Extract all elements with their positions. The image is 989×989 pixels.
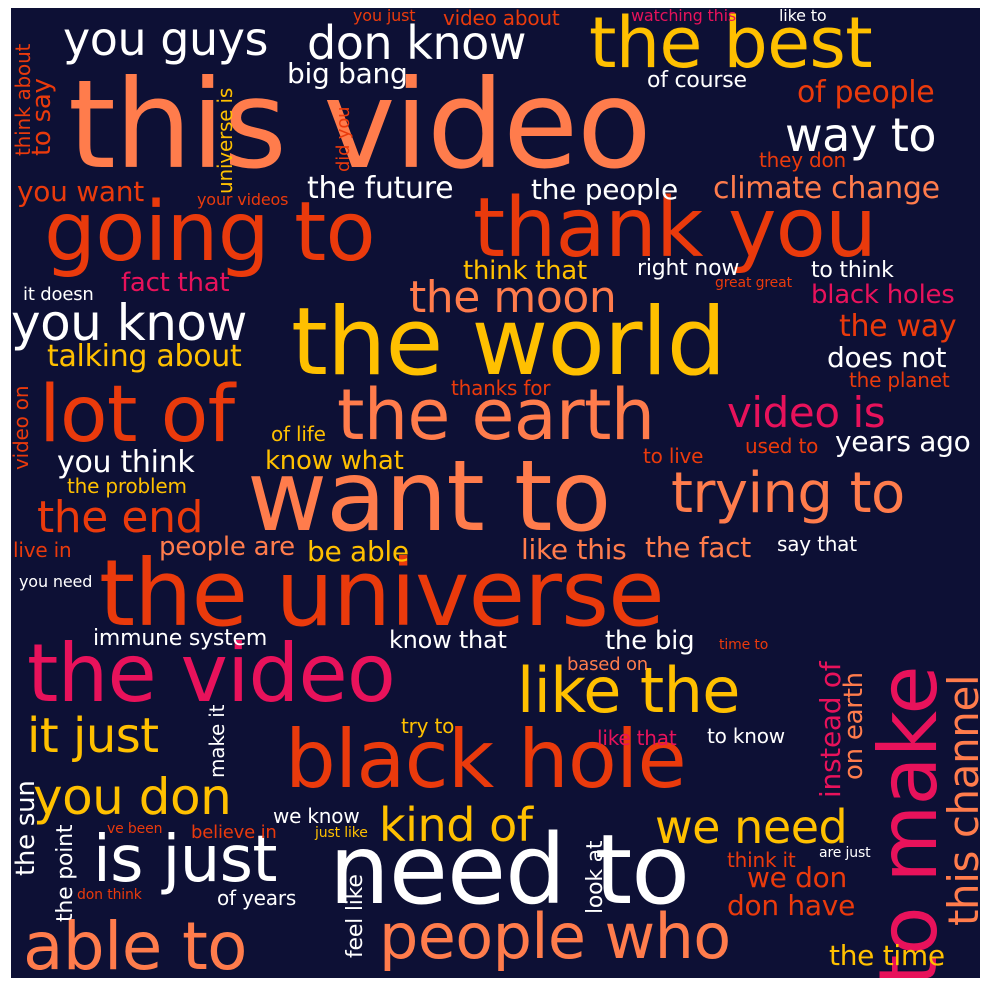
word-it-doesn: it doesn <box>23 284 94 305</box>
word-you-know: you know <box>11 294 247 352</box>
word-the-problem: the problem <box>67 474 187 498</box>
word-the-big: the big <box>605 626 695 656</box>
word-like-the: like the <box>517 654 740 727</box>
word-way-to: way to <box>785 108 937 162</box>
word-video-about: video about <box>443 8 560 30</box>
word-you-don: you don <box>33 768 232 826</box>
word-the-best: the best <box>589 8 873 84</box>
word-of-course: of course <box>647 68 747 93</box>
word-immune-system: immune system <box>93 626 268 651</box>
word-like-this: like this <box>521 533 627 566</box>
word-of-people: of people <box>797 75 935 110</box>
word-video-on: video on <box>11 385 33 470</box>
word-climate-change: climate change <box>713 171 940 206</box>
word-big-bang: big bang <box>287 57 408 90</box>
word-right-now: right now <box>637 256 740 281</box>
word-make-it: make it <box>205 704 229 778</box>
word-is-just: is just <box>93 823 277 897</box>
word-like-to: like to <box>779 8 827 25</box>
word-the-sun: the sun <box>11 780 41 876</box>
word-going-to: going to <box>44 185 376 280</box>
word-you-need: you need <box>19 572 93 591</box>
word-the-point: the point <box>53 824 78 922</box>
word-did-you: did you <box>333 106 354 172</box>
word-you-guys: you guys <box>63 12 269 66</box>
word-to-live: to live <box>643 444 704 468</box>
word-time-to: time to <box>719 637 769 653</box>
word-you-just: you just <box>353 8 416 25</box>
word-live-in: live in <box>13 538 72 562</box>
word-talking-about: talking about <box>47 339 242 374</box>
word-of-years: of years <box>217 886 297 910</box>
word-based-on: based on <box>567 654 649 675</box>
word-thanks-for: thanks for <box>451 376 551 400</box>
word-this-channel: this channel <box>939 674 980 926</box>
word-be-able: be able <box>307 535 409 568</box>
word-people-who: people who <box>379 900 731 973</box>
word-we-need: we need <box>655 800 848 854</box>
word-just-like: just like <box>315 825 368 841</box>
word-years-ago: years ago <box>835 425 971 458</box>
word-the-end: the end <box>37 492 204 543</box>
word-able-to: able to <box>23 908 248 979</box>
word-fact-that: fact that <box>121 268 230 298</box>
word-need-to: need to <box>329 814 690 926</box>
word-the-earth: the earth <box>337 374 655 456</box>
word-thank-you: thank you <box>473 181 877 276</box>
word-kind-of: kind of <box>379 798 533 852</box>
word-don-know: don know <box>307 16 526 70</box>
word-know-that: know that <box>389 626 507 654</box>
word-believe-in: believe in <box>191 822 277 843</box>
word-like-that: like that <box>597 726 677 750</box>
word-of-life: of life <box>271 422 326 446</box>
word-don-have: don have <box>727 889 856 922</box>
word-to-know: to know <box>707 724 785 748</box>
word-the-fact: the fact <box>645 531 752 564</box>
word-universe-is: universe is <box>213 87 237 194</box>
word-are-just: are just <box>819 845 871 861</box>
word-on-earth: on earth <box>839 672 869 780</box>
word-look-at: look at <box>583 840 608 914</box>
word-to-think: to think <box>811 258 894 283</box>
word-the-way: the way <box>839 309 957 344</box>
word-black-holes: black holes <box>811 280 955 310</box>
word-used-to: used to <box>745 434 819 458</box>
word-black-hole: black hole <box>285 713 687 806</box>
word-we-don: we don <box>747 861 847 894</box>
word-your-videos: your videos <box>197 190 289 209</box>
word-the-moon: the moon <box>409 272 617 323</box>
word-want-to: want to <box>247 440 611 554</box>
word-lot-of: lot of <box>39 370 235 460</box>
word-video-is: video is <box>727 388 886 437</box>
word-know-what: know what <box>265 446 404 476</box>
word-ve-been: ve been <box>107 821 163 837</box>
word-feel-like: feel like <box>343 874 368 958</box>
word-cloud: this video going to thank you the world … <box>11 8 980 978</box>
word-people-are: people are <box>159 532 295 562</box>
word-to-say: to say <box>27 78 57 156</box>
word-we-know: we know <box>273 804 360 828</box>
word-they-don: they don <box>759 148 847 172</box>
word-this-video: this video <box>68 54 652 196</box>
word-to-make: to make <box>862 666 955 978</box>
word-watching-this: watching this <box>631 8 737 25</box>
word-the-video: the video <box>27 627 396 720</box>
word-you-think: you think <box>57 445 195 480</box>
word-the-universe: the universe <box>99 540 665 647</box>
word-the-planet: the planet <box>849 368 950 392</box>
word-the-future: the future <box>307 171 454 206</box>
word-trying-to: trying to <box>671 461 905 526</box>
word-does-not: does not <box>827 341 947 374</box>
word-the-world: the world <box>291 288 726 397</box>
word-the-people: the people <box>531 173 678 206</box>
word-great-great: great great <box>715 275 792 291</box>
word-think-that: think that <box>463 256 587 286</box>
word-the-time: the time <box>829 939 945 972</box>
word-think-it: think it <box>727 848 796 872</box>
word-say-that: say that <box>777 532 857 556</box>
word-it-just: it just <box>27 708 159 764</box>
word-you-want: you want <box>17 175 144 208</box>
word-don-think: don think <box>77 887 142 903</box>
word-try-to: try to <box>401 714 455 738</box>
